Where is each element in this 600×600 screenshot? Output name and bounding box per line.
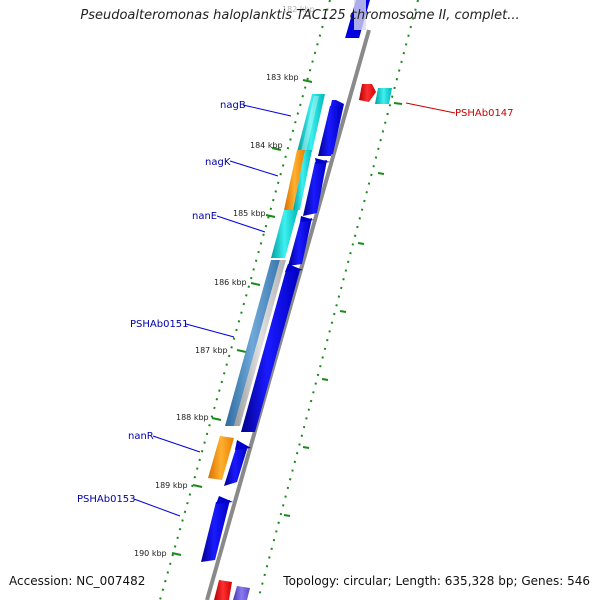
backbone-line (205, 29, 371, 600)
tick-mark-185 (265, 214, 276, 218)
cds-arrow-5-head[interactable] (235, 440, 251, 450)
tick-mark-183 (302, 79, 313, 83)
tick-mark-right-5 (321, 378, 329, 381)
cds-arrow-4-head[interactable] (285, 264, 303, 272)
cds-arrow-5[interactable] (224, 446, 248, 486)
gene-label-PSHAb0147[interactable]: PSHAb0147 (455, 108, 514, 119)
tick-mark-right-2 (377, 172, 385, 175)
tick-mark-right-4 (339, 310, 347, 313)
tick-mark-186 (250, 282, 261, 286)
feature-nagK[interactable] (284, 150, 305, 210)
cds-arrow-2-head[interactable] (315, 158, 330, 164)
tick-mark-188 (211, 417, 222, 421)
tick-mark-right-7 (283, 514, 291, 517)
topology-label: Topology: circular; Length: 635,328 bp; … (283, 574, 590, 588)
cds-arrow-2[interactable] (303, 160, 327, 216)
tick-mark-right-3 (357, 242, 365, 245)
tick-label-190: 190 kbp (134, 549, 167, 558)
leader-nagK (229, 160, 279, 177)
tick-label-185: 185 kbp (233, 209, 266, 218)
leader-PSHAb0151 (185, 323, 235, 338)
tick-label-faded: 182 kbp (282, 5, 315, 14)
feature-red-right[interactable] (359, 84, 376, 102)
feature-PSHAb0151[interactable] (225, 260, 280, 426)
tick-label-184: 184 kbp (250, 141, 283, 150)
feature-nagB[interactable] (297, 94, 325, 152)
tick-mark-190 (171, 552, 182, 556)
tick-mark-right-1 (393, 102, 403, 105)
feature-nanE[interactable] (271, 210, 298, 258)
leader-PSHAb0153 (133, 498, 181, 517)
leader-nagB (242, 104, 292, 117)
feature-red-bottom[interactable] (214, 580, 232, 600)
gene-label-nanR[interactable]: nanR (128, 431, 154, 442)
tick-label-189: 189 kbp (155, 481, 188, 490)
feature-nagK-cyan[interactable] (293, 150, 312, 210)
gene-label-PSHAb0153[interactable]: PSHAb0153 (77, 494, 136, 505)
accession-label: Accession: NC_007482 (9, 574, 146, 588)
feature-cyan-right[interactable] (375, 88, 392, 104)
cds-arrow-3[interactable] (288, 218, 312, 266)
tick-label-186: 186 kbp (214, 278, 247, 287)
cds-arrow-4[interactable] (241, 270, 300, 432)
tick-label-187: 187 kbp (195, 346, 228, 355)
feature-PSHAb0151-gray[interactable] (234, 260, 286, 426)
map-title: Pseudoalteromonas haloplanktis TAC125 ch… (80, 8, 520, 23)
tick-mark-189 (192, 484, 203, 488)
cds-arrow-3-head[interactable] (300, 216, 314, 222)
feature-purple-bottom[interactable] (233, 586, 250, 600)
tick-mark-right-6 (302, 446, 310, 449)
tick-mark-187 (236, 349, 247, 353)
outer-dotted-track-left (159, 0, 331, 600)
gene-label-nagK[interactable]: nagK (205, 157, 231, 168)
faded-gene-top-shadow (354, 0, 366, 30)
leader-nanR (152, 435, 201, 453)
cds-arrow-6[interactable] (201, 500, 230, 562)
cds-arrow-6-head[interactable] (216, 496, 233, 504)
leader-nanE (216, 215, 266, 233)
gene-label-nanE[interactable]: nanE (192, 211, 217, 222)
tick-label-188: 188 kbp (176, 413, 209, 422)
cds-arrow-1-body[interactable] (318, 106, 342, 156)
tick-mark-184 (271, 147, 282, 151)
gene-label-nagB[interactable]: nagB (220, 100, 246, 111)
gene-label-PSHAb0151[interactable]: PSHAb0151 (130, 319, 189, 330)
tick-label-183: 183 kbp (266, 73, 299, 82)
feature-nagB-stripe (301, 96, 319, 152)
leader-PSHAb0147 (405, 102, 456, 114)
feature-nanR[interactable] (208, 436, 234, 480)
